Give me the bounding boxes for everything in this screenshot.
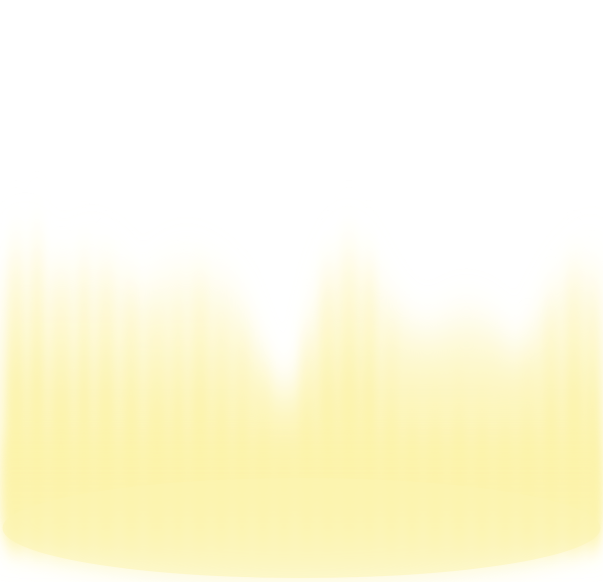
- glow-base: [2, 440, 601, 578]
